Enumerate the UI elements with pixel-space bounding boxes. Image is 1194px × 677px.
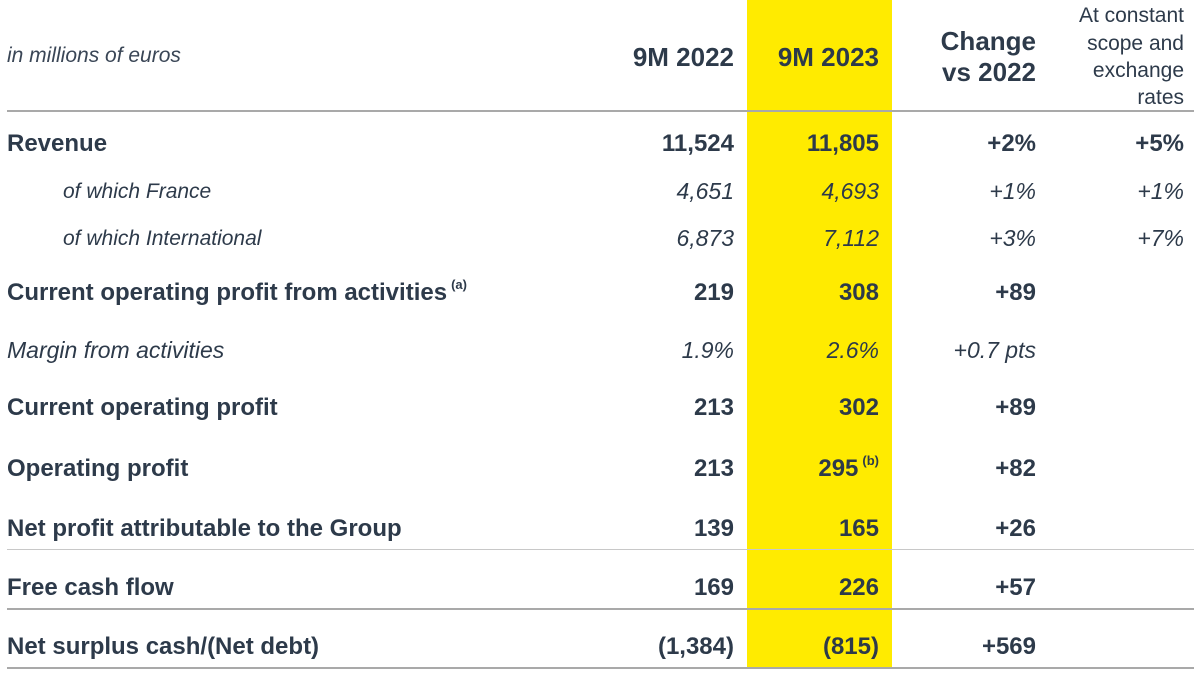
cell-france-2023: 4,693: [821, 178, 879, 204]
row-label-international: of which International: [63, 227, 262, 250]
row-label-fcf: Free cash flow: [7, 574, 174, 601]
row-label-cop: Current operating profit: [7, 394, 278, 421]
footnote-a: (a): [451, 277, 467, 292]
cell-international-change: +3%: [989, 225, 1036, 251]
cell-france-constant: +1%: [1137, 178, 1184, 204]
cell-fcf-2023: 226: [838, 574, 879, 601]
cell-international-2022: 6,873: [676, 225, 734, 251]
header-change-line2: vs 2022: [942, 57, 1036, 87]
cell-revenue-2023: 11,805: [806, 130, 879, 157]
divider-bottom: [7, 667, 1194, 669]
cell-international-constant: +7%: [1137, 225, 1184, 251]
cell-france-change: +1%: [989, 178, 1036, 204]
cell-margin-change: +0.7 pts: [953, 337, 1036, 363]
row-label-net-cash: Net surplus cash/(Net debt): [7, 633, 320, 660]
row-label-cop-activities: Current operating profit from activities…: [7, 277, 467, 306]
cell-margin-2023: 2.6%: [826, 337, 879, 363]
cell-op-change: +82: [995, 455, 1036, 482]
header-constant-line2: scope and: [1087, 32, 1184, 55]
cell-cop-2023: 302: [838, 394, 879, 421]
highlight-column-9m-2023: [747, 0, 892, 669]
cell-fcf-change: +57: [995, 574, 1036, 601]
row-label-france: of which France: [63, 180, 212, 203]
header-constant-line4: rates: [1137, 86, 1184, 109]
cell-france-2022: 4,651: [676, 178, 734, 204]
row-label-margin: Margin from activities: [7, 337, 225, 363]
cell-op-2023: 295 (b): [818, 453, 879, 482]
header-constant-line1: At constant: [1078, 4, 1184, 27]
row-label-revenue: Revenue: [7, 130, 108, 157]
cell-cop-activities-2022: 219: [693, 279, 734, 306]
unit-label: in millions of euros: [7, 44, 181, 67]
cell-cop-2022: 213: [693, 394, 734, 421]
divider-net-profit: [7, 549, 1194, 550]
header-change-line1: Change: [940, 26, 1036, 56]
cell-cop-change: +89: [995, 394, 1036, 421]
header-9m-2022: 9M 2022: [632, 42, 734, 72]
cell-net-cash-change: +569: [981, 633, 1036, 660]
cell-cop-activities-2023: 308: [838, 279, 879, 306]
divider-header: [7, 110, 1194, 112]
cell-international-2023: 7,112: [823, 225, 879, 251]
cell-op-2022: 213: [693, 455, 734, 482]
divider-fcf: [7, 608, 1194, 610]
cell-fcf-2022: 169: [693, 574, 734, 601]
header-constant-line3: exchange: [1092, 59, 1184, 82]
cell-net-profit-2022: 139: [693, 515, 734, 542]
row-label-net-profit: Net profit attributable to the Group: [7, 515, 402, 542]
cell-net-cash-2022: (1,384): [657, 633, 734, 660]
cell-net-profit-2023: 165: [838, 515, 879, 542]
cell-revenue-change: +2%: [987, 130, 1036, 157]
cell-margin-2022: 1.9%: [681, 337, 734, 363]
cell-revenue-constant: +5%: [1135, 130, 1184, 157]
cell-net-profit-change: +26: [995, 515, 1036, 542]
row-label-op: Operating profit: [7, 455, 189, 482]
cell-cop-activities-change: +89: [995, 279, 1036, 306]
header-9m-2023: 9M 2023: [777, 42, 879, 72]
footnote-b: (b): [862, 453, 879, 468]
cell-revenue-2022: 11,524: [661, 130, 734, 157]
cell-net-cash-2023: (815): [822, 633, 879, 660]
